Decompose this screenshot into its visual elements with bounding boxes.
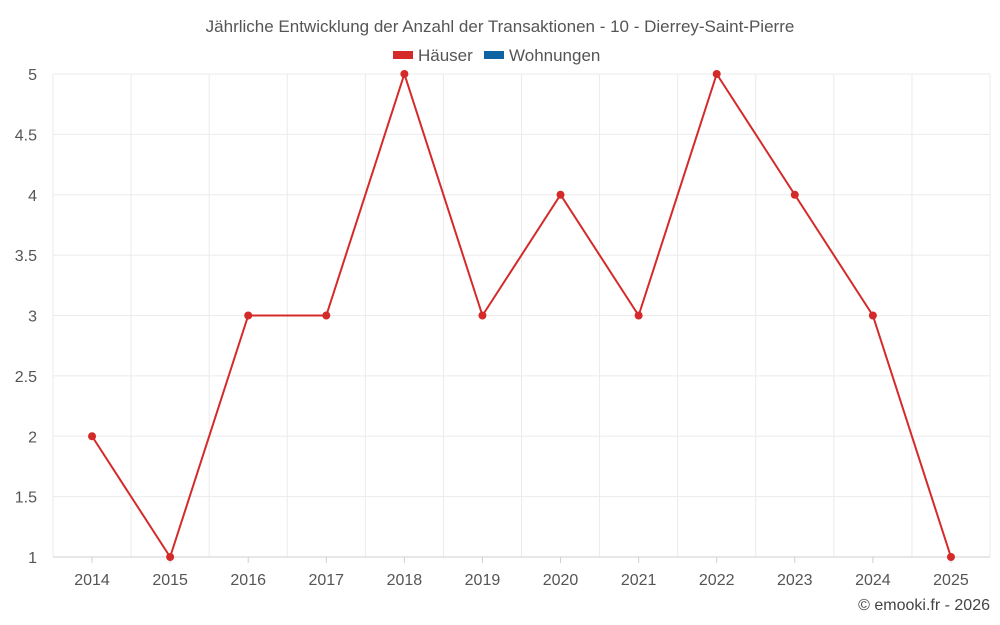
- data-point[interactable]: [400, 70, 409, 78]
- data-point[interactable]: [322, 311, 331, 320]
- y-tick-label: 1: [28, 550, 37, 567]
- x-tick-label: 2015: [152, 572, 188, 589]
- data-point[interactable]: [88, 432, 97, 441]
- data-point[interactable]: [946, 553, 955, 561]
- data-point[interactable]: [244, 311, 253, 320]
- series: [88, 70, 955, 561]
- legend-label-apartments[interactable]: Wohnungen: [509, 46, 600, 65]
- x-axis-ticks: 2014 2015 2016 2017 2018 2019 2020 2021 2022 2023…: [74, 572, 969, 589]
- data-point[interactable]: [634, 311, 643, 320]
- legend-swatch-houses[interactable]: [393, 51, 413, 59]
- chart-title: Jährliche Entwicklung der Anzahl der Tra…: [206, 17, 795, 36]
- series-line-0: [91, 70, 952, 560]
- y-tick-label: 2: [28, 429, 37, 446]
- y-tick-label: 2.5: [15, 369, 37, 386]
- x-tick-label: 2021: [621, 572, 657, 589]
- axes: [53, 556, 990, 563]
- y-tick-label: 4.5: [15, 127, 37, 144]
- data-point[interactable]: [868, 311, 877, 320]
- y-tick-label: 4: [28, 188, 37, 205]
- y-tick-label: 3: [28, 309, 37, 326]
- y-tick-label: 3.5: [15, 248, 37, 265]
- credit-text: © emooki.fr - 2026: [858, 597, 990, 614]
- x-tick-label: 2020: [543, 572, 579, 589]
- legend-swatch-apartments[interactable]: [484, 51, 504, 59]
- x-tick-label: 2018: [387, 572, 423, 589]
- x-tick-label: 2019: [465, 572, 501, 589]
- x-tick-label: 2017: [308, 572, 344, 589]
- x-tick-label: 2014: [74, 572, 110, 589]
- data-point[interactable]: [556, 190, 565, 199]
- y-tick-label: 5: [28, 67, 37, 84]
- x-tick-label: 2024: [855, 572, 891, 589]
- x-tick-label: 2025: [933, 572, 969, 589]
- x-tick-label: 2016: [230, 572, 266, 589]
- data-point[interactable]: [478, 311, 487, 320]
- x-tick-label: 2022: [699, 572, 735, 589]
- y-tick-label: 1.5: [15, 490, 37, 507]
- legend-label-houses[interactable]: Häuser: [418, 46, 473, 65]
- x-tick-label: 2023: [777, 572, 813, 589]
- data-point[interactable]: [790, 190, 799, 199]
- y-axis-ticks: 1 1.5 2 2.5 3 3.5 4 4.5 5: [15, 67, 37, 567]
- data-point[interactable]: [166, 553, 175, 561]
- data-point[interactable]: [712, 70, 721, 78]
- legend[interactable]: Häuser Wohnungen: [393, 46, 600, 65]
